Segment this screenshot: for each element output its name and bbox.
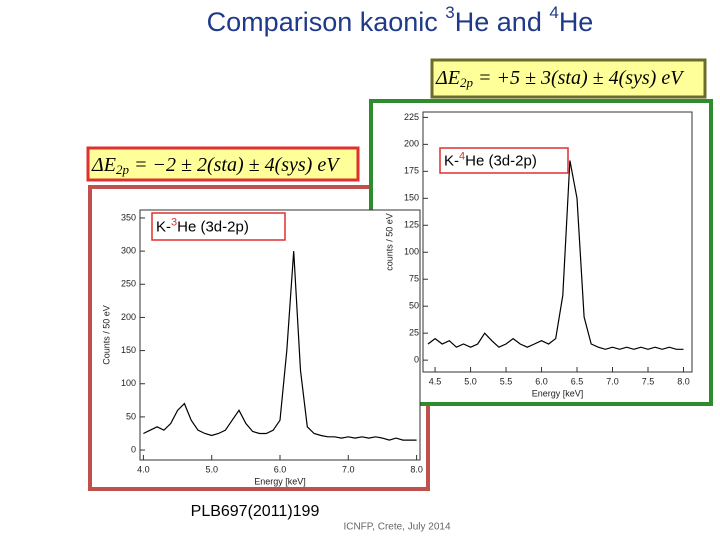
title-part: He <box>559 7 594 37</box>
reference: PLB697(2011)199 <box>191 503 320 520</box>
x-tick-label: 8.0 <box>677 376 690 386</box>
annotation-box <box>439 147 569 174</box>
slide-title: Comparison kaonic 3He and 4He <box>207 3 594 37</box>
y-tick-label: 175 <box>404 166 419 176</box>
y-tick-label: 0 <box>414 355 419 365</box>
annotation-box <box>151 212 286 241</box>
annotation-sup: 4 <box>459 150 465 162</box>
x-tick-label: 8.0 <box>410 464 423 474</box>
annotation-part: K- <box>156 218 171 235</box>
spectrum-line <box>143 251 417 441</box>
annotation: K-3He (3d-2p) <box>156 216 249 235</box>
y-tick-label: 100 <box>121 378 136 388</box>
x-axis-label: Energy [keV] <box>532 388 584 398</box>
x-tick-label: 5.5 <box>500 376 513 386</box>
y-tick-label: 250 <box>121 279 136 289</box>
formula-part: = −2 ± 2(sta) ± 4(sys) eV <box>129 154 341 176</box>
x-tick-label: 7.0 <box>606 376 619 386</box>
x-axis-label: Energy [keV] <box>254 476 306 486</box>
x-tick-label: 6.0 <box>535 376 548 386</box>
formula-sub: 2p <box>460 75 474 90</box>
y-axis-label: Counts / 50 eV <box>101 305 111 365</box>
annotation-sup: 3 <box>171 216 177 228</box>
title-sup: 3 <box>445 3 454 22</box>
title-part: He and <box>455 7 550 37</box>
footer: ICNFP, Crete, July 2014 <box>343 522 451 533</box>
formula-part: ΔE <box>435 67 460 89</box>
x-tick-label: 6.5 <box>571 376 584 386</box>
x-tick-label: 4.5 <box>429 376 442 386</box>
y-tick-label: 50 <box>409 301 419 311</box>
y-tick-label: 50 <box>126 411 136 421</box>
y-tick-label: 225 <box>404 112 419 122</box>
formula: ΔE2p = −2 ± 2(sta) ± 4(sys) eV <box>91 154 341 177</box>
y-tick-label: 125 <box>404 220 419 230</box>
formula-part: = +5 ± 3(sta) ± 4(sys) eV <box>473 67 685 89</box>
y-tick-label: 200 <box>121 312 136 322</box>
plot-area <box>139 209 421 461</box>
annotation-part: He (3d-2p) <box>177 218 249 235</box>
y-axis-label: counts / 50 eV <box>384 213 394 271</box>
formula-box <box>86 146 360 182</box>
x-tick-label: 5.0 <box>205 464 218 474</box>
y-tick-label: 25 <box>409 328 419 338</box>
x-tick-label: 4.0 <box>137 464 150 474</box>
annotation-part: K- <box>444 152 459 169</box>
annotation-part: He (3d-2p) <box>465 152 537 169</box>
x-tick-label: 7.0 <box>342 464 355 474</box>
x-tick-label: 5.0 <box>464 376 477 386</box>
y-tick-label: 100 <box>404 247 419 257</box>
annotation: K-4He (3d-2p) <box>444 150 537 169</box>
formula: ΔE2p = +5 ± 3(sta) ± 4(sys) eV <box>435 67 685 90</box>
x-tick-label: 7.5 <box>642 376 655 386</box>
formula-part: ΔE <box>91 154 116 176</box>
y-tick-label: 150 <box>404 193 419 203</box>
y-tick-label: 0 <box>131 444 136 454</box>
x-tick-label: 6.0 <box>274 464 287 474</box>
formula-sub: 2p <box>116 162 130 177</box>
y-tick-label: 300 <box>121 245 136 255</box>
y-tick-label: 150 <box>121 345 136 355</box>
title-sup: 4 <box>549 3 558 22</box>
formula-box <box>430 58 707 99</box>
y-tick-label: 75 <box>409 274 419 284</box>
y-tick-label: 350 <box>121 212 136 222</box>
title-part: Comparison kaonic <box>207 7 446 37</box>
spectrum-line <box>427 160 684 350</box>
y-tick-label: 200 <box>404 139 419 149</box>
